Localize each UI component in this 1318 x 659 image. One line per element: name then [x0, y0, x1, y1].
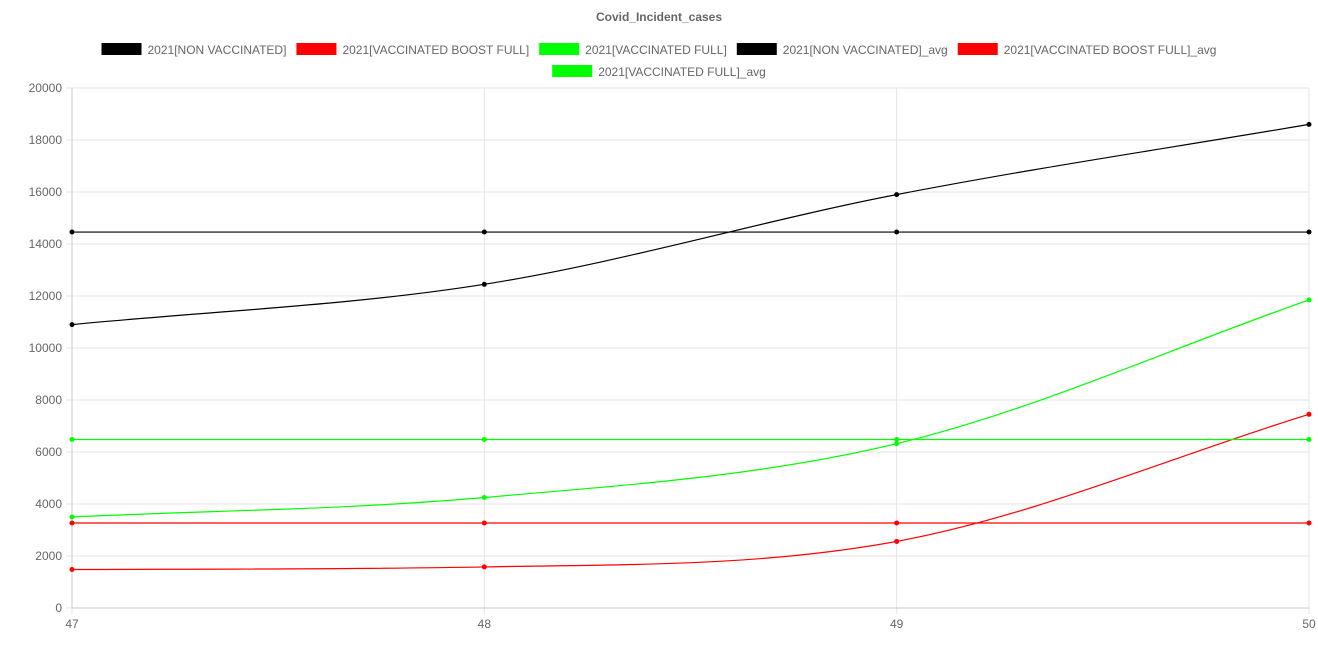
legend-label: 2021[NON VACCINATED]_avg	[783, 43, 948, 57]
legend-swatch	[736, 43, 777, 55]
series-3	[69, 229, 1312, 235]
x-tick-label: 48	[478, 617, 492, 631]
legend-label: 2021[VACCINATED FULL]	[585, 43, 727, 57]
y-tick-label: 2000	[35, 549, 62, 563]
y-tick-label: 18000	[29, 133, 63, 147]
grid	[66, 87, 1310, 614]
data-point[interactable]	[1306, 411, 1312, 417]
legend-item[interactable]: 2021[VACCINATED FULL]	[539, 43, 727, 57]
data-point[interactable]	[69, 567, 75, 573]
x-tick-label: 49	[890, 617, 904, 631]
y-tick-label: 4000	[35, 497, 62, 511]
data-point[interactable]	[481, 281, 487, 287]
data-point[interactable]	[69, 520, 75, 526]
y-tick-label: 6000	[35, 445, 62, 459]
legend-item[interactable]: 2021[NON VACCINATED]	[101, 43, 287, 57]
data-point[interactable]	[1306, 229, 1312, 235]
series-4	[69, 520, 1312, 526]
axes: 0 2000 4000 6000 8000 10000 12000 14000 16000 180…	[29, 81, 1316, 631]
y-tick-label: 10000	[29, 341, 63, 355]
legend-swatch	[552, 65, 593, 77]
data-point[interactable]	[481, 520, 487, 526]
series-line	[71, 413, 1310, 571]
series-line	[71, 123, 1310, 326]
legend-item[interactable]: 2021[VACCINATED BOOST FULL]	[296, 43, 529, 57]
legend-swatch	[101, 43, 142, 55]
legend-label: 2021[VACCINATED BOOST FULL]	[342, 43, 529, 57]
x-tick-label: 50	[1302, 617, 1316, 631]
legend-label: 2021[VACCINATED FULL]_avg	[598, 65, 766, 79]
legend-label: 2021[VACCINATED BOOST FULL]_avg	[1004, 43, 1217, 57]
data-point[interactable]	[69, 229, 75, 235]
y-tick-label: 14000	[29, 237, 63, 251]
y-tick-label: 8000	[35, 393, 62, 407]
data-point[interactable]	[894, 192, 900, 198]
data-point[interactable]	[894, 437, 900, 443]
y-tick-label: 20000	[29, 81, 63, 95]
series-2	[69, 297, 1312, 520]
data-point[interactable]	[894, 229, 900, 235]
y-tick-label: 12000	[29, 289, 63, 303]
legend-swatch	[539, 43, 580, 55]
y-tick-label: 16000	[29, 185, 63, 199]
data-point[interactable]	[481, 229, 487, 235]
legend: 2021[NON VACCINATED] 2021[VACCINATED BOOS…	[101, 43, 1217, 79]
legend-item[interactable]: 2021[VACCINATED FULL]_avg	[552, 65, 766, 79]
data-point[interactable]	[894, 538, 900, 544]
y-tick-label: 0	[55, 601, 62, 615]
legend-item[interactable]: 2021[NON VACCINATED]_avg	[736, 43, 948, 57]
data-point[interactable]	[481, 437, 487, 443]
chart-title: Covid_Incident_cases	[596, 10, 722, 24]
series-0	[69, 121, 1312, 328]
legend-swatch	[957, 43, 998, 55]
legend-swatch	[296, 43, 337, 55]
series-line	[71, 299, 1310, 518]
data-point[interactable]	[69, 322, 75, 328]
x-tick-label: 47	[65, 617, 79, 631]
series-layer	[69, 121, 1312, 573]
legend-label: 2021[NON VACCINATED]	[148, 43, 287, 57]
data-point[interactable]	[69, 514, 75, 520]
data-point[interactable]	[894, 520, 900, 526]
data-point[interactable]	[1306, 121, 1312, 127]
data-point[interactable]	[1306, 297, 1312, 303]
data-point[interactable]	[481, 495, 487, 500]
series-5	[69, 437, 1312, 443]
series-1	[69, 411, 1312, 573]
data-point[interactable]	[1306, 437, 1312, 443]
data-point[interactable]	[69, 437, 75, 443]
data-point[interactable]	[481, 564, 487, 570]
data-point[interactable]	[1306, 520, 1312, 526]
data-point[interactable]	[894, 441, 900, 447]
legend-item[interactable]: 2021[VACCINATED BOOST FULL]_avg	[957, 43, 1217, 57]
